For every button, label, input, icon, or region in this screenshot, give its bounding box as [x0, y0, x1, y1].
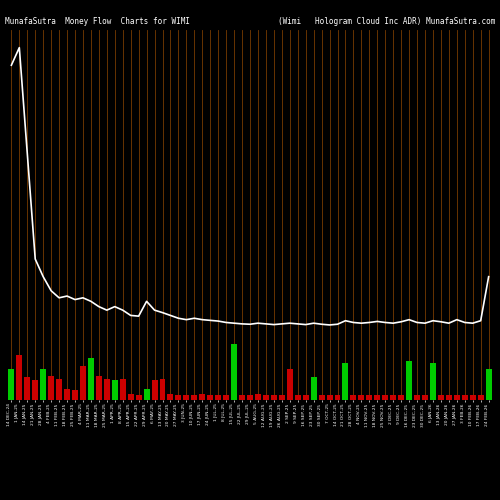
Bar	[390, 396, 396, 400]
Bar	[263, 396, 269, 400]
Bar	[24, 378, 30, 400]
Bar	[454, 396, 460, 400]
Bar	[310, 378, 316, 400]
Bar	[120, 378, 126, 400]
Bar	[462, 396, 468, 400]
Bar	[350, 396, 356, 400]
Bar	[48, 376, 54, 400]
Bar	[96, 376, 102, 400]
Bar	[56, 378, 62, 400]
Bar	[446, 396, 452, 400]
Bar	[287, 369, 293, 400]
Bar	[271, 396, 277, 400]
Bar	[215, 396, 221, 400]
Bar	[200, 394, 205, 400]
Bar	[478, 396, 484, 400]
Bar	[430, 364, 436, 400]
Bar	[207, 396, 213, 400]
Bar	[184, 396, 190, 400]
Bar	[438, 396, 444, 400]
Bar	[302, 396, 308, 400]
Bar	[334, 396, 340, 400]
Bar	[358, 396, 364, 400]
Bar	[326, 396, 332, 400]
Text: (Wimi   Hologram Cloud Inc ADR) MunafaSutra.com: (Wimi Hologram Cloud Inc ADR) MunafaSutr…	[278, 18, 495, 26]
Bar	[72, 390, 78, 400]
Bar	[374, 396, 380, 400]
Bar	[406, 360, 412, 400]
Bar	[64, 388, 70, 400]
Bar	[398, 396, 404, 400]
Bar	[223, 396, 229, 400]
Bar	[342, 364, 348, 400]
Bar	[231, 344, 237, 400]
Bar	[422, 396, 428, 400]
Bar	[168, 394, 173, 400]
Bar	[382, 396, 388, 400]
Bar	[192, 396, 198, 400]
Bar	[160, 378, 166, 400]
Bar	[16, 355, 22, 400]
Bar	[318, 396, 324, 400]
Bar	[112, 380, 118, 400]
Text: MunafaSutra  Money Flow  Charts for WIMI: MunafaSutra Money Flow Charts for WIMI	[5, 18, 190, 26]
Bar	[255, 394, 261, 400]
Bar	[294, 396, 300, 400]
Bar	[239, 396, 245, 400]
Bar	[144, 388, 150, 400]
Bar	[8, 369, 14, 400]
Bar	[176, 396, 182, 400]
Bar	[136, 396, 141, 400]
Bar	[104, 378, 110, 400]
Bar	[366, 396, 372, 400]
Bar	[88, 358, 94, 400]
Bar	[128, 394, 134, 400]
Bar	[486, 369, 492, 400]
Bar	[80, 366, 86, 400]
Bar	[470, 396, 476, 400]
Bar	[414, 396, 420, 400]
Bar	[40, 369, 46, 400]
Bar	[279, 396, 285, 400]
Bar	[152, 380, 158, 400]
Bar	[32, 380, 38, 400]
Bar	[247, 396, 253, 400]
